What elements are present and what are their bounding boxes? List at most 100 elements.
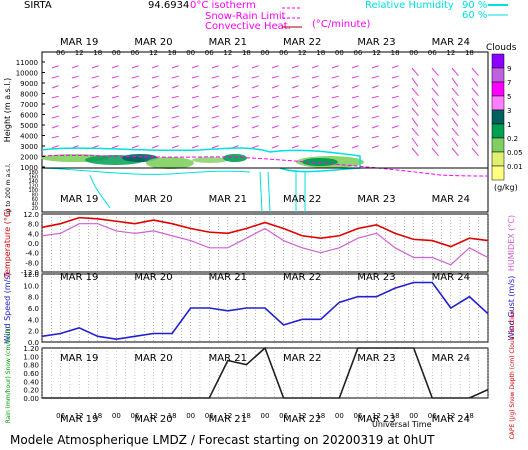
cloud-scale-label: 5: [507, 93, 511, 101]
wind-arrow: [131, 85, 139, 89]
hour-label: 06: [56, 49, 65, 57]
hour-label: 00: [409, 49, 418, 57]
wind-arrow: [331, 105, 339, 109]
height-axis-sublabel: Up to 200 m a.s.l.: [5, 163, 12, 216]
temperature-panel: 12.0 8.04.0 0.0 -4.0-8.0 -12.0 Temperature (…: [3, 208, 516, 278]
day-label: MAR 22: [283, 414, 321, 425]
hour-label: 06: [56, 412, 65, 420]
cloud-scale-label: 0.2: [507, 135, 518, 143]
wind-arrow: [411, 97, 419, 107]
wind-arrow: [371, 125, 379, 129]
wind-arrow: [51, 65, 59, 69]
wind-arrow: [151, 105, 159, 109]
wind-arrow: [51, 105, 59, 109]
footer-title: Modele Atmospherique LMDZ / Forecast sta…: [10, 433, 435, 447]
wind-arrow: [51, 85, 59, 89]
height-tick: 6000: [20, 112, 38, 120]
day-label: MAR 23: [357, 414, 395, 425]
wind-arrow: [211, 135, 219, 139]
hour-label: 00: [409, 412, 418, 420]
cloud-color-scale: Clouds 9 7 5 3 1 0.2 0.05 0.01 (g/kg): [486, 43, 523, 192]
wind-arrow: [171, 85, 179, 89]
wind-arrow: [371, 85, 379, 89]
day-label: MAR 24: [432, 194, 470, 205]
wind-arrow: [411, 77, 419, 87]
wind-arrow: [451, 137, 459, 147]
wind-arrow: [151, 125, 159, 129]
wind-arrow: [351, 115, 359, 119]
wind-arrow: [111, 145, 119, 149]
y-tick-label: 0.40: [23, 378, 39, 386]
cape-axis-label: CAPE (J/g) Snow Depth (cm) Cloud Fractio…: [509, 310, 516, 439]
wind-arrow: [431, 107, 439, 116]
hour-label: 00: [261, 412, 270, 420]
day-label: MAR 23: [357, 37, 395, 48]
cloud-scale-label: 0.05: [507, 149, 523, 157]
wind-arrow: [411, 137, 419, 147]
series-line: [41, 281, 489, 340]
wind-arrow: [131, 65, 139, 69]
day-label: MAR 21: [209, 272, 247, 283]
series-line: [41, 216, 489, 248]
wind-arrow: [291, 95, 299, 99]
wind-arrow: [451, 87, 459, 96]
wind-arrow: [271, 125, 279, 129]
wind-arrow: [211, 145, 219, 149]
hour-label: 12: [298, 412, 307, 420]
cloud-scale-label: 7: [507, 79, 511, 87]
wind-arrow: [151, 65, 159, 69]
wind-arrow: [111, 85, 119, 89]
hour-label: 12: [298, 49, 307, 57]
wind-arrow: [331, 95, 339, 99]
wind-arrow: [311, 105, 319, 109]
wind-arrow: [391, 65, 399, 69]
wind-arrow: [391, 85, 399, 89]
y-tick-label: 4.0: [28, 230, 39, 238]
hour-label: 06: [428, 49, 437, 57]
wind-arrow: [331, 85, 339, 89]
y-tick-label: 4.0: [28, 316, 39, 324]
wind-arrow: [111, 65, 119, 69]
wind-arrow: [451, 77, 459, 87]
wind-arrow: [291, 75, 299, 79]
height-tick: 3000: [20, 143, 38, 151]
cloud-scale-label: 3: [507, 107, 511, 115]
wind-arrow: [291, 85, 299, 89]
wind-arrow: [271, 105, 279, 109]
wind-arrow: [311, 145, 319, 149]
wind-arrow: [411, 147, 419, 156]
wind-arrow: [311, 75, 319, 79]
wind-speed-axis-label: Wind Speed (m/s): [3, 272, 12, 343]
temperature-ticks: 12.0 8.04.0 0.0 -4.0-8.0 -12.0: [21, 211, 39, 277]
wind-arrow: [371, 145, 379, 149]
wind-arrow: [451, 107, 459, 116]
wind-arrow: [251, 135, 259, 139]
wind-arrow: [91, 65, 99, 69]
wind-arrow: [431, 87, 439, 96]
wind-arrow: [411, 87, 419, 96]
y-tick-label: 0.0: [28, 240, 39, 248]
wind-arrow: [291, 115, 299, 119]
wind-arrow: [231, 115, 239, 119]
wind-arrow: [251, 105, 259, 109]
wind-arrow: [51, 95, 59, 99]
wind-arrow: [351, 135, 359, 139]
cloud-scale-unit: (g/kg): [494, 183, 518, 192]
wind-arrow: [391, 75, 399, 79]
cloud-scale-label: 1: [507, 121, 511, 129]
wind-arrow: [91, 145, 99, 149]
wind-arrow: [471, 137, 479, 147]
station-name: SIRTA: [24, 0, 52, 11]
precipitation-panel: 1.201.000.800.600.400.200.00 Rain (mm/ho…: [5, 310, 516, 439]
wind-arrow: [211, 65, 219, 69]
hour-label: 12: [446, 412, 455, 420]
wind-arrow: [191, 125, 199, 129]
wind-arrow: [151, 145, 159, 149]
hour-label: 18: [316, 49, 325, 57]
hour-label: 12: [75, 412, 84, 420]
day-label: MAR 19: [60, 353, 98, 364]
wind-arrow: [91, 115, 99, 119]
wind-arrow: [351, 75, 359, 79]
wind-arrow: [211, 105, 219, 109]
wind-arrow: [131, 75, 139, 79]
